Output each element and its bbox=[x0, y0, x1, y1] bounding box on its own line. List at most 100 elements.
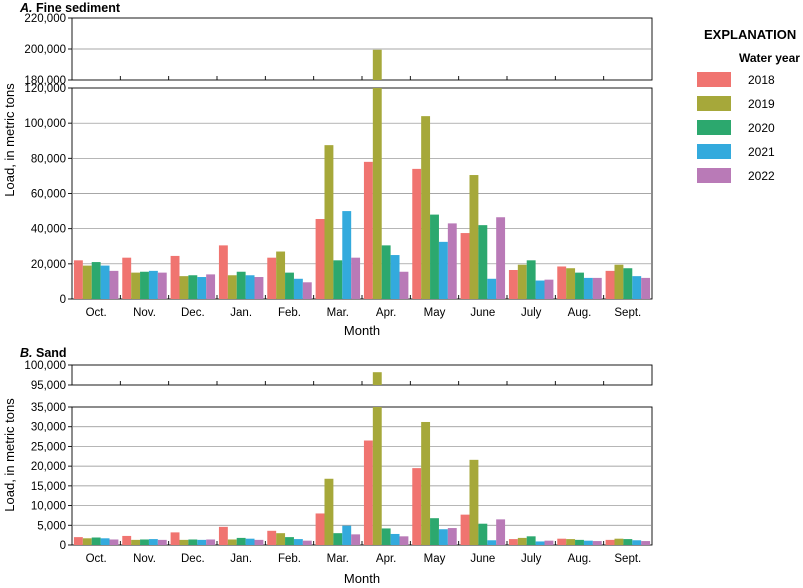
bar-2018-jan bbox=[218, 245, 228, 299]
bar-2018-sept bbox=[605, 539, 615, 545]
legend-swatch-2019 bbox=[697, 96, 731, 111]
bar-2022-nov bbox=[157, 539, 167, 545]
bar-2018-oct bbox=[73, 260, 83, 299]
bar-2020-feb bbox=[285, 272, 294, 299]
x-tick-label: Oct. bbox=[86, 307, 107, 319]
y-tick-label: 95,000 bbox=[31, 380, 66, 392]
bar-2022-oct bbox=[109, 539, 119, 545]
x-tick-label: Aug. bbox=[568, 307, 592, 319]
bar-2021-feb bbox=[293, 278, 303, 299]
bar-2018-aug bbox=[557, 538, 567, 545]
bar-2021-may bbox=[438, 241, 448, 299]
bar-2020-mar bbox=[333, 533, 343, 545]
bar-2021-june bbox=[487, 278, 497, 299]
bar-2018-may bbox=[412, 468, 422, 545]
bar-2022-jan bbox=[254, 539, 264, 545]
x-tick-label: Nov. bbox=[133, 307, 156, 319]
y-tick-label: 10,000 bbox=[31, 501, 66, 513]
bar-2020-june bbox=[478, 225, 488, 299]
x-tick-label: Mar. bbox=[327, 307, 349, 319]
y-tick-label: 5,000 bbox=[37, 520, 66, 532]
y-tick-label: 15,000 bbox=[31, 481, 66, 493]
x-tick-label: June bbox=[470, 307, 495, 319]
panel-a-y-ticks: 0 20,000 40,000 60,000 80,000 100,000 120,0001… bbox=[24, 13, 72, 306]
bar-2021-feb bbox=[293, 539, 303, 545]
legend-swatch-2020 bbox=[697, 120, 731, 135]
bar-2019-apr-upper bbox=[372, 49, 382, 80]
x-tick-label: Mar. bbox=[327, 553, 349, 565]
bar-2018-june bbox=[460, 514, 470, 545]
x-tick-label: July bbox=[521, 553, 542, 565]
panel-b-x-axis-label: Month bbox=[344, 571, 380, 586]
bar-2021-dec bbox=[197, 277, 207, 299]
panel-a-bars bbox=[73, 49, 651, 299]
bar-2020-dec bbox=[188, 275, 198, 299]
bar-2020-july bbox=[526, 260, 536, 299]
y-tick-label: 25,000 bbox=[31, 441, 66, 453]
bar-2022-june bbox=[496, 217, 506, 299]
panel-b-y-ticks: 0 5,000 10,000 15,000 20,000 25,000 30,000 35,0… bbox=[24, 360, 72, 552]
y-tick-label: 0 bbox=[60, 540, 66, 552]
legend-items: 2018 2019 2020 2021 2022 bbox=[697, 72, 775, 183]
bar-2019-june bbox=[469, 175, 479, 299]
bar-2020-feb bbox=[285, 537, 294, 545]
bar-2020-apr bbox=[381, 245, 391, 299]
bar-2020-mar bbox=[333, 260, 343, 299]
bar-2022-july bbox=[544, 540, 554, 545]
bar-2021-june bbox=[487, 540, 497, 545]
x-tick-label: Dec. bbox=[181, 307, 205, 319]
bar-2019-apr bbox=[372, 407, 382, 545]
x-tick-label: Apr. bbox=[376, 307, 396, 319]
bar-2018-aug bbox=[557, 266, 567, 299]
bar-2022-feb bbox=[302, 282, 312, 299]
panel-b-x-ticks: Oct. Nov. Dec. Jan. Feb. Mar. Apr. May June July A… bbox=[86, 381, 641, 565]
bar-2022-oct bbox=[109, 270, 119, 299]
bar-2019-jan bbox=[227, 275, 237, 299]
bar-2019-nov bbox=[131, 272, 141, 299]
bar-2020-nov bbox=[140, 539, 149, 545]
y-tick-label: 20,000 bbox=[31, 461, 66, 473]
bar-2021-apr bbox=[390, 533, 400, 545]
y-tick-label: 100,000 bbox=[24, 118, 66, 130]
bar-2019-aug bbox=[566, 268, 576, 299]
bar-2018-apr bbox=[363, 161, 373, 299]
bar-2021-aug bbox=[583, 277, 593, 299]
bar-2022-sept bbox=[641, 541, 651, 545]
bar-2021-july bbox=[535, 280, 545, 299]
y-tick-label: 20,000 bbox=[31, 259, 66, 271]
panel-b-title: B. Sand bbox=[20, 346, 67, 360]
legend-label-2019: 2019 bbox=[748, 97, 775, 111]
x-tick-label: May bbox=[424, 307, 446, 319]
bar-2020-jan bbox=[236, 271, 246, 299]
bar-2019-may bbox=[421, 116, 431, 299]
bar-2022-apr bbox=[399, 536, 409, 545]
bar-2020-june bbox=[478, 523, 488, 545]
legend-label-2018: 2018 bbox=[748, 73, 775, 87]
panel-a-x-ticks: Oct. Nov. Dec. Jan. Feb. Mar. Apr. May June July A… bbox=[86, 76, 641, 319]
x-tick-label: Nov. bbox=[133, 553, 156, 565]
bar-2022-dec bbox=[206, 539, 216, 545]
bar-2019-june bbox=[469, 459, 479, 545]
bar-2021-nov bbox=[148, 539, 158, 545]
y-tick-label: 220,000 bbox=[24, 13, 66, 25]
legend-swatch-2022 bbox=[697, 168, 731, 183]
bar-2018-july bbox=[508, 269, 518, 299]
bar-2018-dec bbox=[170, 532, 180, 545]
bar-2020-may bbox=[430, 214, 439, 299]
y-tick-label: 100,000 bbox=[24, 360, 66, 372]
bar-2019-may bbox=[421, 421, 431, 545]
bar-2018-june bbox=[460, 233, 470, 299]
panel-b-gridlines bbox=[72, 426, 652, 526]
x-tick-label: Feb. bbox=[278, 553, 301, 565]
bar-2021-jan bbox=[245, 538, 255, 545]
x-tick-label: Jan. bbox=[230, 307, 252, 319]
x-tick-label: May bbox=[424, 553, 446, 565]
bar-2019-dec bbox=[179, 539, 189, 545]
bar-2021-mar bbox=[342, 211, 352, 299]
bar-2019-nov bbox=[131, 539, 141, 545]
bar-2022-may bbox=[447, 223, 457, 299]
legend-label-2020: 2020 bbox=[748, 121, 775, 135]
bar-2022-feb bbox=[302, 540, 312, 545]
bar-2019-oct bbox=[82, 265, 92, 299]
